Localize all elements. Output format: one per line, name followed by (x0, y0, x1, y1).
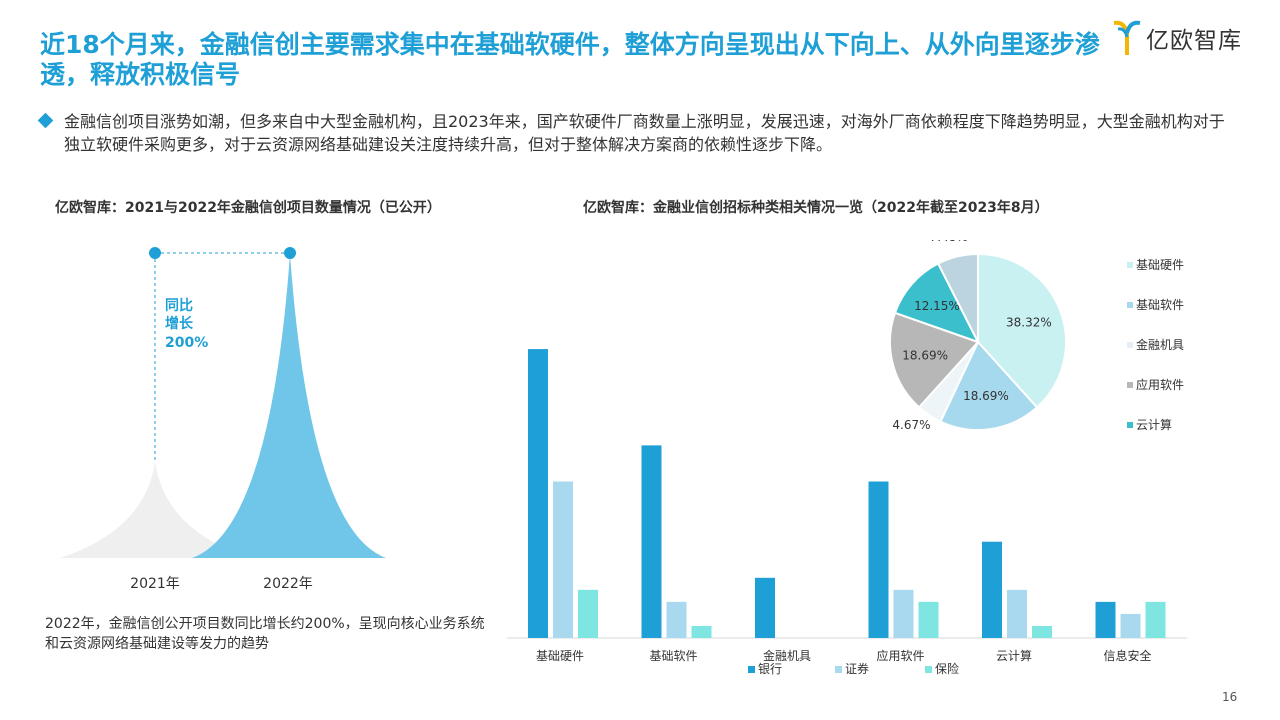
page-title: 近18个月来，金融信创主要需求集中在基础软硬件，整体方向呈现出从下向上、从外向里… (40, 30, 1100, 89)
pie-legend-swatch-应用软件 (1127, 382, 1133, 388)
legend-label: 证券 (845, 661, 869, 676)
logo: 亿欧智库 (1112, 18, 1262, 58)
bar-银行-应用软件 (868, 481, 889, 638)
bar-保险-应用软件 (918, 601, 939, 638)
left-chart-title: 亿欧智库：2021与2022年金融信创项目数量情况（已公开） (55, 200, 441, 216)
bar-银行-金融机具 (755, 577, 775, 638)
pie-legend-label: 应用软件 (1136, 377, 1184, 392)
area-2021 (60, 462, 250, 558)
bar-证券-云计算 (1007, 589, 1027, 638)
diamond-bullet-icon (37, 112, 54, 129)
logo-text: 亿欧智库 (1146, 28, 1242, 54)
x-tick-label: 信息安全 (1103, 648, 1151, 663)
x-tick-label: 基础硬件 (536, 649, 584, 663)
bar-保险-基础硬件 (578, 589, 598, 638)
growth-annotation-line-3: 200% (165, 335, 208, 351)
summary: 金融信创项目涨势如潮，但多来自中大型金融机构，且2023年来，国产软硬件厂商数量… (37, 110, 1240, 156)
bar-保险-基础软件 (691, 625, 712, 638)
pie-legend-label: 基础硬件 (1136, 258, 1184, 272)
pie-legend-swatch-云计算 (1127, 422, 1133, 428)
legend-swatch-银行 (748, 666, 755, 673)
growth-chart: 同比 增长 200% 2021年 2022年 (60, 247, 386, 592)
bar-证券-基础软件 (666, 601, 687, 638)
point-2021 (149, 247, 161, 259)
category-label-2022: 2022年 (263, 576, 313, 592)
pie-legend-label: 金融机具 (1136, 337, 1184, 352)
point-2022 (284, 247, 296, 259)
legend-label: 保险 (935, 661, 959, 676)
pie-legend-label: 基础软件 (1136, 298, 1184, 312)
x-tick-label: 基础软件 (649, 649, 697, 663)
bar-银行-基础硬件 (528, 349, 548, 638)
category-label-2021: 2021年 (130, 576, 180, 592)
bar-银行-云计算 (982, 541, 1002, 638)
pie-legend-swatch-基础软件 (1127, 302, 1133, 308)
pie-legend-swatch-基础硬件 (1127, 262, 1133, 268)
pie-slice-基础硬件 (977, 252, 1067, 409)
bar-银行-信息安全 (1095, 601, 1116, 638)
bar-证券-基础硬件 (553, 481, 573, 638)
area-2022 (192, 254, 386, 558)
bar-保险-云计算 (1032, 625, 1052, 638)
pie-value-label: 18.69% (902, 348, 948, 362)
page-number: 16 (1222, 690, 1238, 704)
chart-note: 2022年，金融信创公开项目数同比增长约200%，呈现向核心业务系统和云资源网络… (45, 616, 485, 652)
pie-slice-应用软件 (889, 311, 980, 409)
pie-legend-swatch-金融机具 (1127, 342, 1133, 348)
pie-value-label: 12.15% (914, 299, 960, 313)
pie-value-label: 4.67% (892, 418, 930, 432)
pie-slice-信息安全 (936, 252, 979, 343)
pie-slice-云计算 (893, 262, 981, 344)
legend-swatch-证券 (835, 666, 842, 673)
x-tick-label: 应用软件 (876, 648, 924, 663)
growth-annotation-line-2: 增长 (165, 315, 194, 332)
legend-label: 银行 (758, 662, 782, 676)
x-tick-label: 金融机具 (763, 648, 811, 663)
summary-text: 金融信创项目涨势如潮，但多来自中大型金融机构，且2023年来，国产软硬件厂商数量… (64, 112, 1225, 154)
x-tick-label: 云计算 (996, 648, 1032, 663)
growth-annotation-line-1: 同比 (165, 297, 193, 314)
pie-slice-基础软件 (939, 340, 1039, 431)
pie-value-label: 38.32% (1006, 315, 1052, 329)
bar-证券-信息安全 (1120, 613, 1141, 638)
bar-保险-信息安全 (1145, 601, 1166, 638)
pie-value-label: 18.69% (963, 389, 1009, 403)
bar-证券-应用软件 (893, 589, 914, 638)
pie-value-label: 7.48% (930, 240, 968, 244)
bar-银行-基础软件 (641, 445, 662, 638)
pie-legend-label: 云计算 (1136, 417, 1172, 432)
legend-swatch-保险 (925, 666, 932, 673)
right-chart-title: 亿欧智库：金融业信创招标种类相关情况一览（2022年截至2023年8月） (583, 200, 1049, 216)
yiou-logo-icon (1113, 20, 1141, 55)
pie-chart: 38.32% 18.69% 4.67% 18.69% 12.15% 7.48% 基础硬件基础… (889, 240, 1184, 432)
